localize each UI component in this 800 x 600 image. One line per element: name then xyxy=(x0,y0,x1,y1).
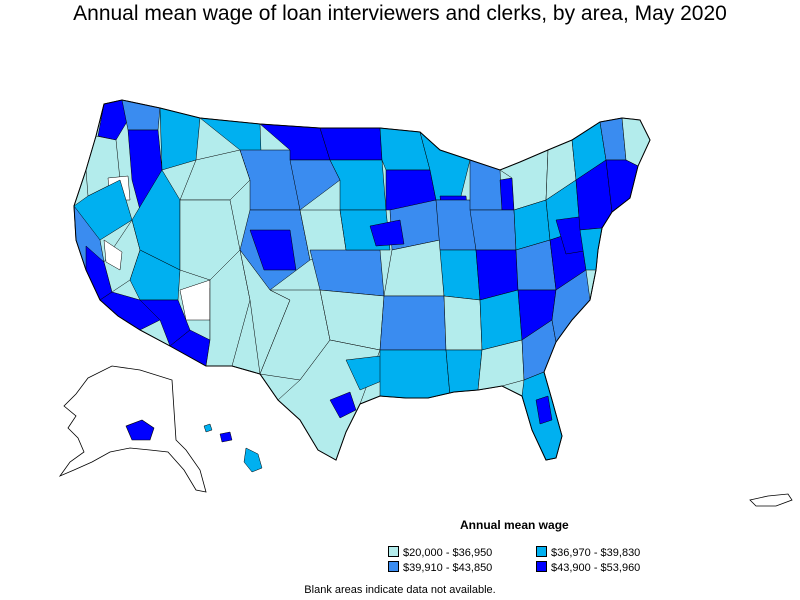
legend-title: Annual mean wage xyxy=(460,518,569,532)
alaska xyxy=(58,365,207,493)
hawaii-big-island xyxy=(243,447,263,473)
hawaii-maui xyxy=(219,431,233,443)
puerto-rico-island xyxy=(749,493,793,507)
legend-item-3: $39,910 - $43,850 xyxy=(388,561,492,574)
footnote: Blank areas indicate data not available. xyxy=(304,584,496,596)
area-region-51 xyxy=(469,159,503,211)
area-region-50 xyxy=(445,349,483,397)
area-region-16 xyxy=(179,149,251,201)
legend-swatch-2 xyxy=(536,546,547,557)
hawaii-oahu xyxy=(203,423,213,433)
county-areas xyxy=(74,100,650,460)
legend-swatch-3 xyxy=(388,561,399,572)
legend-label-2: $36,970 - $39,830 xyxy=(551,547,641,559)
area-region-48 xyxy=(439,249,481,301)
legend-label-1: $20,000 - $36,950 xyxy=(403,547,493,559)
area-region-36 xyxy=(329,391,357,419)
us-outline xyxy=(73,99,651,461)
area-region-52 xyxy=(499,177,515,211)
contiguous-us xyxy=(73,99,651,461)
legend-item-1: $20,000 - $36,950 xyxy=(388,546,492,559)
area-region-49 xyxy=(443,295,483,351)
legend-label-3: $39,910 - $43,850 xyxy=(403,562,493,574)
area-region-56 xyxy=(477,339,525,391)
area-region-41 xyxy=(369,219,405,247)
legend-swatch-1 xyxy=(388,546,399,557)
puerto-rico xyxy=(749,493,793,507)
area-region-3 xyxy=(159,107,201,171)
area-region-43 xyxy=(379,295,447,351)
legend-label-4: $43,900 - $53,960 xyxy=(551,562,641,574)
map-title: Annual mean wage of loan interviewers an… xyxy=(73,2,727,25)
area-region-53 xyxy=(469,209,517,251)
area-region-55 xyxy=(479,289,523,351)
area-region-29 xyxy=(319,127,383,161)
alaska-anchorage-area xyxy=(125,419,155,441)
area-region-44 xyxy=(379,349,451,399)
area-region-32 xyxy=(309,249,385,297)
legend-swatch-4 xyxy=(536,561,547,572)
area-region-63 xyxy=(535,395,553,425)
area-region-24 xyxy=(249,229,297,271)
legend-item-4: $43,900 - $53,960 xyxy=(536,561,640,574)
legend-item-2: $36,970 - $39,830 xyxy=(536,546,640,559)
hawaii xyxy=(203,423,263,473)
area-region-72 xyxy=(621,117,650,167)
area-region-11 xyxy=(103,239,123,271)
